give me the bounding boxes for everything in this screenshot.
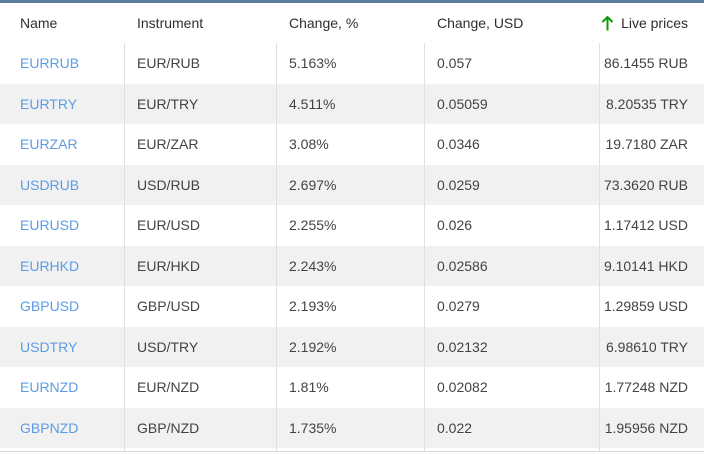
table-row[interactable]: EURUSD EUR/USD 2.255% 0.026 1.17412 USD <box>0 205 704 246</box>
arrow-up-icon <box>601 15 614 32</box>
instrument-cell: USD/RUB <box>124 164 276 205</box>
price-cell: 19.7180 ZAR <box>599 124 704 165</box>
change-usd-cell: 0.057 <box>424 43 599 84</box>
symbol-link[interactable]: EURNZD <box>20 379 79 396</box>
symbol-link[interactable]: USDRUB <box>20 176 80 193</box>
price-cell: 6.98610 TRY <box>599 326 704 367</box>
column-header-name[interactable]: Name <box>20 15 58 31</box>
widget-top-accent-bar <box>0 0 704 3</box>
change-pct-cell: 5.163% <box>276 43 424 84</box>
symbol-link[interactable]: GBPNZD <box>20 419 79 436</box>
column-header-instrument[interactable]: Instrument <box>137 15 204 31</box>
price-cell: 9.10141 HKD <box>599 245 704 286</box>
change-usd-cell: 0.02132 <box>424 326 599 367</box>
instrument-cell: EUR/USD <box>124 205 276 246</box>
price-cell: 1.29859 USD <box>599 286 704 327</box>
change-usd-cell: 0.0259 <box>424 164 599 205</box>
price-cell: 86.1455 RUB <box>599 43 704 84</box>
instrument-cell: EUR/ZAR <box>124 124 276 165</box>
symbol-link[interactable]: EURUSD <box>20 217 80 234</box>
live-prices-label: Live prices <box>621 15 688 31</box>
column-header-change-pct[interactable]: Change, % <box>289 15 359 31</box>
table-body: EURRUB EUR/RUB 5.163% 0.057 86.1455 RUB … <box>0 43 704 448</box>
change-usd-cell: 0.02586 <box>424 245 599 286</box>
instrument-cell: EUR/NZD <box>124 367 276 408</box>
table-row[interactable]: GBPNZD GBP/NZD 1.735% 0.022 1.95956 NZD <box>0 407 704 448</box>
change-pct-cell: 3.08% <box>276 124 424 165</box>
table-row[interactable]: USDRUB USD/RUB 2.697% 0.0259 73.3620 RUB <box>0 164 704 205</box>
change-pct-cell: 2.193% <box>276 286 424 327</box>
change-pct-cell: 2.243% <box>276 245 424 286</box>
change-usd-cell: 0.02082 <box>424 367 599 408</box>
symbol-link[interactable]: EURHKD <box>20 257 80 274</box>
change-pct-cell: 2.192% <box>276 326 424 367</box>
change-usd-cell: 0.0279 <box>424 286 599 327</box>
table-row[interactable]: GBPUSD GBP/USD 2.193% 0.0279 1.29859 USD <box>0 286 704 327</box>
instrument-cell: GBP/USD <box>124 286 276 327</box>
price-cell: 8.20535 TRY <box>599 83 704 124</box>
column-header-change-usd[interactable]: Change, USD <box>437 15 524 31</box>
change-usd-cell: 0.05059 <box>424 83 599 124</box>
price-cell: 73.3620 RUB <box>599 164 704 205</box>
symbol-link[interactable]: EURTRY <box>20 95 78 112</box>
table-header-row: Name Instrument Change, % Change, USD Li… <box>0 3 704 43</box>
symbol-link[interactable]: USDTRY <box>20 338 78 355</box>
price-cell: 1.17412 USD <box>599 205 704 246</box>
symbol-link[interactable]: EURRUB <box>20 55 80 72</box>
table-row[interactable]: EURRUB EUR/RUB 5.163% 0.057 86.1455 RUB <box>0 43 704 84</box>
next-row-partial <box>0 448 704 451</box>
change-pct-cell: 2.255% <box>276 205 424 246</box>
table-bottom-border <box>0 451 704 452</box>
instrument-cell: EUR/RUB <box>124 43 276 84</box>
price-cell: 1.95956 NZD <box>599 407 704 448</box>
change-pct-cell: 4.511% <box>276 83 424 124</box>
instrument-cell: EUR/HKD <box>124 245 276 286</box>
table-row[interactable]: EURTRY EUR/TRY 4.511% 0.05059 8.20535 TR… <box>0 83 704 124</box>
instrument-cell: GBP/NZD <box>124 407 276 448</box>
price-cell: 1.77248 NZD <box>599 367 704 408</box>
symbol-link[interactable]: GBPUSD <box>20 298 80 315</box>
table-row[interactable]: EURNZD EUR/NZD 1.81% 0.02082 1.77248 NZD <box>0 367 704 408</box>
change-usd-cell: 0.0346 <box>424 124 599 165</box>
instrument-cell: EUR/TRY <box>124 83 276 124</box>
change-usd-cell: 0.026 <box>424 205 599 246</box>
change-pct-cell: 1.81% <box>276 367 424 408</box>
change-pct-cell: 2.697% <box>276 164 424 205</box>
change-usd-cell: 0.022 <box>424 407 599 448</box>
symbol-link[interactable]: EURZAR <box>20 136 78 153</box>
instrument-cell: USD/TRY <box>124 326 276 367</box>
table-row[interactable]: EURHKD EUR/HKD 2.243% 0.02586 9.10141 HK… <box>0 245 704 286</box>
column-header-live-prices[interactable]: Live prices <box>599 15 704 32</box>
table-row[interactable]: EURZAR EUR/ZAR 3.08% 0.0346 19.7180 ZAR <box>0 124 704 165</box>
table-row[interactable]: USDTRY USD/TRY 2.192% 0.02132 6.98610 TR… <box>0 326 704 367</box>
change-pct-cell: 1.735% <box>276 407 424 448</box>
